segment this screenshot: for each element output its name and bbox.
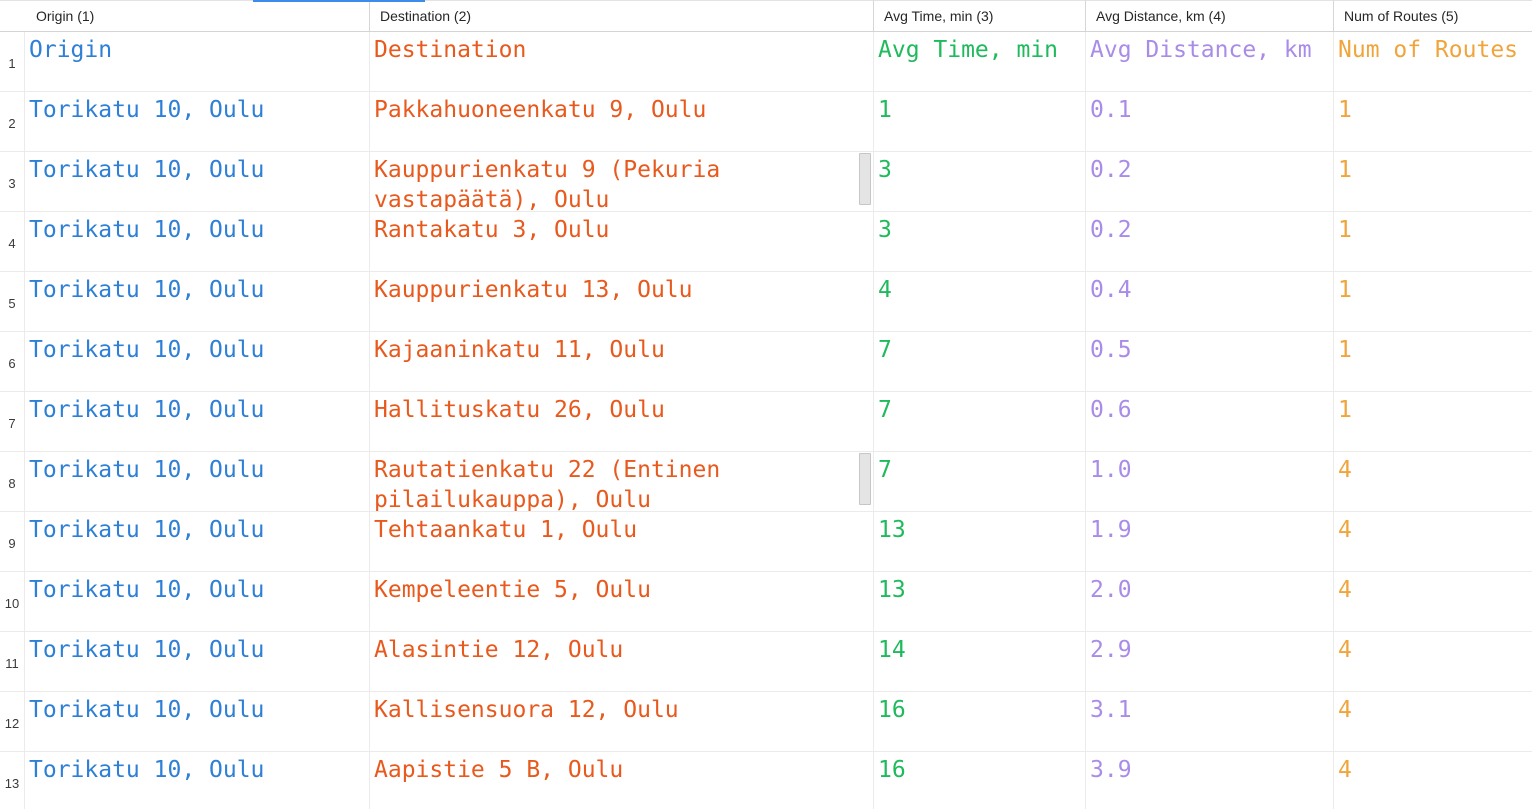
cell-avg-time[interactable]: 13 (873, 572, 1085, 632)
cell-avg-distance[interactable]: 0.2 (1085, 152, 1333, 212)
row-number: 2 (0, 92, 24, 152)
cell-scroll-thumb[interactable] (859, 153, 871, 205)
cell-avg-distance[interactable]: 3.9 (1085, 752, 1333, 809)
cell-avg-time[interactable]: 14 (873, 632, 1085, 692)
cell-origin[interactable]: Torikatu 10, Oulu (24, 692, 369, 752)
cell-destination-text: Kauppurienkatu 9 (Pekuria vastapäätä), O… (374, 157, 721, 212)
cell-origin[interactable]: Torikatu 10, Oulu (24, 632, 369, 692)
cell-avg-distance[interactable]: 2.9 (1085, 632, 1333, 692)
cell-num-routes[interactable]: 4 (1333, 572, 1532, 632)
row-number: 3 (0, 152, 24, 212)
cell-num-routes[interactable]: 1 (1333, 332, 1532, 392)
cell-scroll-thumb[interactable] (859, 453, 871, 505)
cell-origin[interactable]: Torikatu 10, Oulu (24, 212, 369, 272)
cell-origin[interactable]: Torikatu 10, Oulu (24, 452, 369, 512)
cell-num-routes[interactable]: 4 (1333, 752, 1532, 809)
cell-destination[interactable]: Tehtaankatu 1, Oulu (369, 512, 873, 572)
cell-num-routes[interactable]: 1 (1333, 392, 1532, 452)
cell-avg-time[interactable]: 1 (873, 92, 1085, 152)
row-number: 1 (0, 32, 24, 92)
cell-origin[interactable]: Torikatu 10, Oulu (24, 92, 369, 152)
cell-destination[interactable]: Kempeleentie 5, Oulu (369, 572, 873, 632)
cell-destination[interactable]: Rautatienkatu 22 (Entinen pilailukauppa)… (369, 452, 873, 512)
cell-avg-distance[interactable]: 1.9 (1085, 512, 1333, 572)
cell-avg-distance[interactable]: 3.1 (1085, 692, 1333, 752)
row-number: 13 (4, 776, 20, 791)
cell-avg-time[interactable]: 16 (873, 752, 1085, 809)
row-number: 7 (0, 392, 24, 452)
row-number: 9 (0, 512, 24, 572)
row-number: 5 (0, 272, 24, 332)
cell-origin[interactable]: Torikatu 10, Oulu (24, 572, 369, 632)
cell-avg-time[interactable]: 16 (873, 692, 1085, 752)
column-header-num-routes[interactable]: Num of Routes (5) (1333, 0, 1532, 32)
cell-num-routes[interactable]: 4 (1333, 452, 1532, 512)
cell-avg-time[interactable]: 3 (873, 212, 1085, 272)
column-header-avg-time[interactable]: Avg Time, min (3) (873, 0, 1085, 32)
cell-avg-distance[interactable]: 0.4 (1085, 272, 1333, 332)
active-tab-indicator (253, 0, 425, 2)
cell-num-routes[interactable]: 1 (1333, 92, 1532, 152)
cell-avg-time[interactable]: 4 (873, 272, 1085, 332)
column-header-destination[interactable]: Destination (2) (369, 0, 873, 32)
row-number: 12 (0, 692, 24, 752)
cell-destination[interactable]: Alasintie 12, Oulu (369, 632, 873, 692)
cell-destination-text: Rautatienkatu 22 (Entinen pilailukauppa)… (374, 457, 721, 512)
cell-origin[interactable]: Origin (24, 32, 369, 92)
cell-avg-time[interactable]: 7 (873, 332, 1085, 392)
cell-num-routes[interactable]: 4 (1333, 632, 1532, 692)
cell-avg-time[interactable]: Avg Time, min (873, 32, 1085, 92)
cell-destination[interactable]: Kauppurienkatu 13, Oulu (369, 272, 873, 332)
cell-origin[interactable]: Torikatu 10, Oulu (24, 152, 369, 212)
column-header-origin[interactable]: Origin (1) (24, 0, 369, 32)
cell-num-routes[interactable]: 1 (1333, 152, 1532, 212)
cell-destination[interactable]: Kajaaninkatu 11, Oulu (369, 332, 873, 392)
column-header-avg-distance[interactable]: Avg Distance, km (4) (1085, 0, 1333, 32)
cell-avg-distance[interactable]: 0.5 (1085, 332, 1333, 392)
cell-origin[interactable]: Torikatu 10, Oulu (24, 752, 369, 809)
cell-destination[interactable]: Rantakatu 3, Oulu (369, 212, 873, 272)
cell-num-routes[interactable]: Num of Routes (1333, 32, 1532, 92)
cell-avg-distance[interactable]: 2.0 (1085, 572, 1333, 632)
cell-destination[interactable]: Pakkahuoneenkatu 9, Oulu (369, 92, 873, 152)
cell-avg-distance[interactable]: Avg Distance, km (1085, 32, 1333, 92)
cell-num-routes[interactable]: 4 (1333, 692, 1532, 752)
cell-avg-time[interactable]: 13 (873, 512, 1085, 572)
cell-avg-time[interactable]: 3 (873, 152, 1085, 212)
row-number: 4 (0, 212, 24, 272)
cell-avg-distance[interactable]: 1.0 (1085, 452, 1333, 512)
row-number: 11 (0, 632, 24, 692)
cell-origin[interactable]: Torikatu 10, Oulu (24, 512, 369, 572)
row-number: 10 (0, 572, 24, 632)
cell-avg-distance[interactable]: 0.1 (1085, 92, 1333, 152)
row-number: 6 (0, 332, 24, 392)
cell-destination[interactable]: Hallituskatu 26, Oulu (369, 392, 873, 452)
cell-avg-distance[interactable]: 0.6 (1085, 392, 1333, 452)
cell-destination[interactable]: Aapistie 5 B, Oulu (369, 752, 873, 809)
cell-num-routes[interactable]: 1 (1333, 212, 1532, 272)
cell-origin[interactable]: Torikatu 10, Oulu (24, 392, 369, 452)
cell-avg-time[interactable]: 7 (873, 452, 1085, 512)
cell-destination[interactable]: Kallisensuora 12, Oulu (369, 692, 873, 752)
cell-avg-time[interactable]: 7 (873, 392, 1085, 452)
cell-num-routes[interactable]: 4 (1333, 512, 1532, 572)
cell-num-routes[interactable]: 1 (1333, 272, 1532, 332)
cell-origin[interactable]: Torikatu 10, Oulu (24, 272, 369, 332)
cell-origin[interactable]: Torikatu 10, Oulu (24, 332, 369, 392)
cell-destination[interactable]: Destination (369, 32, 873, 92)
cell-destination[interactable]: Kauppurienkatu 9 (Pekuria vastapäätä), O… (369, 152, 873, 212)
cell-avg-distance[interactable]: 0.2 (1085, 212, 1333, 272)
row-number: 8 (0, 452, 24, 512)
header-corner (0, 0, 24, 32)
